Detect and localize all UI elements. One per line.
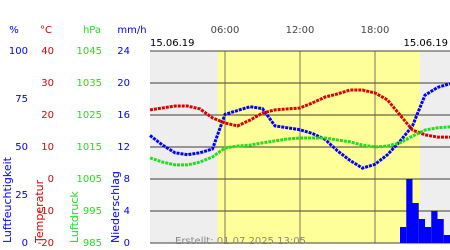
y-tick-label: 0 (22, 238, 28, 249)
y-tick-label: 1025 (77, 110, 102, 121)
y-tick-label: 4 (124, 206, 130, 217)
axis-title: Niederschlag (109, 171, 122, 243)
precipitation-bar (400, 227, 407, 243)
axis-title: Temperatur (33, 179, 46, 244)
axis-unit: hPa (83, 25, 101, 36)
axis-unit: °C (40, 25, 52, 36)
axis-title: Luftfeuchtigkeit (1, 156, 14, 243)
data-line (149, 88, 450, 139)
y-tick-label: -20 (38, 238, 54, 249)
x-tick-label: 12:00 (286, 25, 315, 36)
axis-title: Luftdruck (68, 191, 81, 243)
x-tick-label: 06:00 (211, 25, 240, 36)
y-tick-label: 16 (117, 110, 130, 121)
axis-unit: mm/h (117, 25, 146, 36)
y-tick-label: 30 (41, 78, 54, 89)
y-tick-label: 1015 (77, 142, 102, 153)
y-tick-label: 25 (15, 190, 28, 201)
y-tick-label: 985 (83, 238, 102, 249)
y-tick-label: 20 (117, 78, 130, 89)
y-tick-label: 40 (41, 46, 54, 57)
y-tick-label: 75 (15, 94, 28, 105)
precipitation-bar (425, 227, 432, 243)
precipitation-bar (406, 179, 413, 243)
y-tick-label: 1035 (77, 78, 102, 89)
y-tick-label: 1005 (77, 174, 102, 185)
precipitation-bar (412, 203, 419, 243)
x-tick-label: 18:00 (361, 25, 390, 36)
date-left: 15.06.19 (150, 38, 195, 49)
y-tick-label: 10 (41, 142, 54, 153)
precipitation-bar (418, 219, 425, 243)
y-tick-label: 100 (9, 46, 28, 57)
y-tick-label: -10 (38, 206, 54, 217)
y-tick-label: 24 (117, 46, 130, 57)
y-tick-label: 20 (41, 110, 54, 121)
precipitation-bar (443, 235, 450, 243)
y-tick-label: 0 (124, 238, 130, 249)
y-tick-label: 1045 (77, 46, 102, 57)
y-tick-label: 8 (124, 174, 130, 185)
precipitation-bar (437, 219, 444, 243)
created-note: Erstellt: 01.07.2025 13:05 (175, 236, 306, 247)
y-tick-label: 50 (15, 142, 28, 153)
y-tick-label: 0 (48, 174, 54, 185)
y-tick-label: 12 (117, 142, 130, 153)
axis-unit: % (9, 25, 19, 36)
data-line (149, 125, 450, 167)
date-right: 15.06.19 (403, 38, 448, 49)
y-tick-label: 995 (83, 206, 102, 217)
precipitation-bar (431, 211, 438, 243)
